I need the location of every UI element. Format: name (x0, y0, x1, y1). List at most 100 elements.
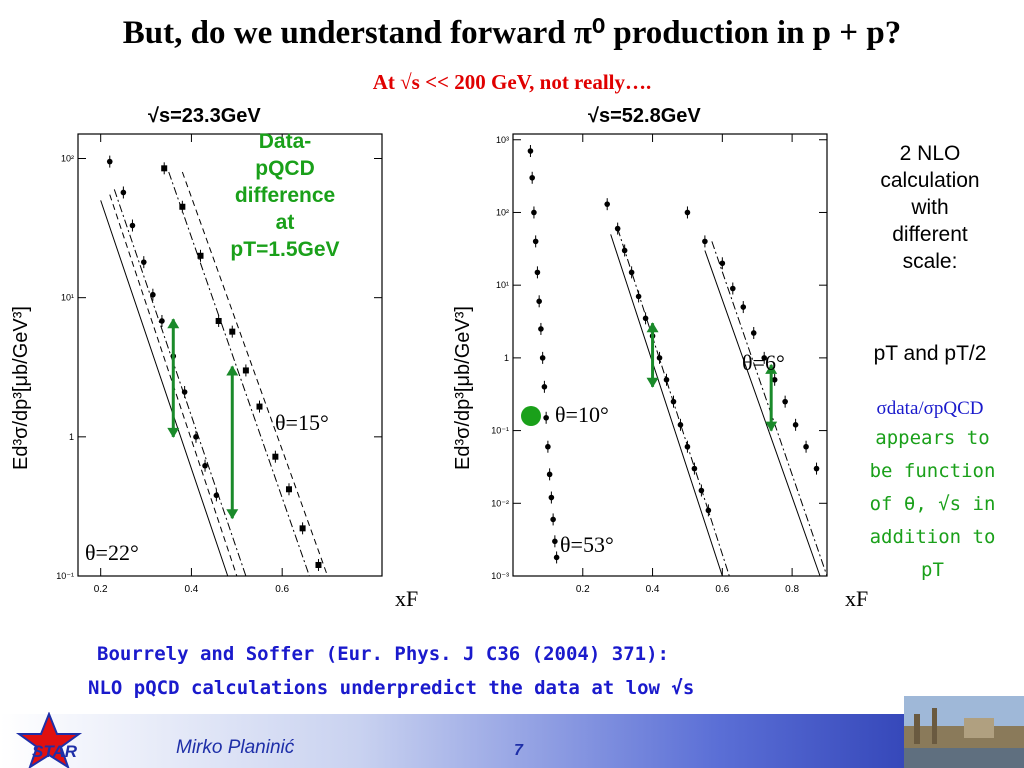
arrow-head (167, 427, 180, 438)
footer-bar (0, 714, 1024, 768)
data-point (129, 222, 136, 229)
arrow-head (646, 322, 659, 333)
theta-label: θ=10° (555, 402, 609, 427)
data-point (315, 561, 322, 568)
nlo-note-line: scale: (902, 250, 958, 273)
data-point (803, 443, 809, 450)
data-point (539, 355, 546, 361)
highlight-dot-icon (521, 406, 541, 426)
pqcd-curve (100, 200, 229, 577)
data-point (285, 486, 292, 493)
green-note-line: difference (234, 184, 336, 207)
y-tick-label: 1 (69, 432, 74, 442)
function-note-line: pT (921, 559, 944, 581)
data-point (181, 389, 188, 395)
x-tick-label: 0.8 (785, 584, 799, 595)
function-note-line: addition to (869, 526, 996, 548)
pqcd-curve (711, 241, 828, 577)
pqcd-curve (704, 250, 821, 577)
data-point (698, 487, 705, 494)
right-x-axis-label: xF (845, 586, 869, 611)
data-point (552, 538, 558, 545)
data-point (604, 201, 610, 207)
nlo-note-line: different (892, 223, 968, 246)
green-note-line: at (275, 211, 295, 234)
arrow-head (226, 365, 239, 376)
data-point (299, 525, 306, 532)
data-point (740, 304, 747, 310)
data-point (159, 318, 165, 324)
left-chart-title: √s=23.3GeV (148, 105, 261, 127)
theta-label: θ=53° (560, 532, 614, 557)
data-point (761, 355, 767, 361)
y-tick-label: 10⁻¹ (56, 571, 74, 581)
data-point (705, 507, 712, 514)
star-logo-icon (15, 712, 83, 768)
arrow-head (765, 363, 778, 374)
data-point (750, 330, 757, 336)
data-point (621, 247, 628, 254)
data-point (656, 355, 663, 361)
nlo-note-line: 2 NLO (899, 142, 961, 165)
data-point (730, 285, 736, 292)
y-tick-label: 10¹ (496, 280, 509, 290)
green-note-line: pT=1.5GeV (230, 238, 340, 261)
nlo-note-line: with (911, 196, 949, 219)
arrow-head (167, 318, 180, 329)
y-tick-label: 10⁻¹ (491, 426, 509, 436)
x-tick-label: 0.4 (646, 584, 660, 595)
x-tick-label: 0.2 (94, 584, 108, 595)
nlo-note-line: calculation (880, 169, 980, 192)
data-point (548, 494, 555, 501)
theta-label: θ=15° (275, 410, 329, 435)
page-title: But, do we understand forward π⁰ product… (122, 15, 902, 51)
data-point (106, 158, 113, 165)
data-point (538, 326, 544, 332)
data-point (213, 492, 220, 499)
pqcd-curve (113, 189, 247, 577)
pqcd-curve (181, 171, 329, 577)
data-point (677, 422, 684, 428)
right-chart-title: √s=52.8GeV (588, 105, 701, 127)
data-point (792, 422, 799, 428)
y-tick-label: 10⁻³ (491, 571, 509, 581)
arrow-head (226, 509, 239, 520)
data-point (771, 376, 778, 383)
data-point (628, 269, 635, 276)
right-y-axis-label: Ed³σ/dp³[μb/GeV³] (452, 306, 474, 470)
data-point (553, 554, 560, 561)
data-point (215, 317, 222, 324)
data-point (179, 203, 186, 210)
theta-label: θ=22° (85, 540, 139, 565)
left-chart: 0.2 0.4 0.6 10⁻¹ 1 10¹ 10² (40, 128, 390, 606)
green-note-line: Data- (258, 130, 312, 153)
data-point (527, 148, 534, 154)
page-subtitle: At √s << 200 GeV, not really…. (372, 70, 652, 94)
y-tick-label: 10² (61, 154, 74, 164)
data-point (691, 465, 698, 472)
green-note-line: pQCD (255, 157, 315, 180)
logo-text: STAR (32, 742, 78, 761)
function-note: appears to be function of θ, √s in addit… (850, 422, 1015, 587)
data-point (202, 462, 208, 469)
x-tick-label: 0.6 (275, 584, 289, 595)
function-note-line: be function (869, 460, 996, 482)
data-point (782, 398, 788, 405)
data-point (272, 453, 279, 460)
x-tick-label: 0.2 (576, 584, 590, 595)
left-x-axis-label: xF (395, 586, 419, 611)
data-point (534, 269, 541, 276)
data-point (546, 471, 553, 478)
footer-author: Mirko Planinić (176, 737, 295, 758)
x-tick-label: 0.6 (715, 584, 729, 595)
data-point (663, 376, 670, 383)
data-point (702, 238, 708, 245)
left-y-axis-label: Ed³σ/dp³[μb/GeV³] (10, 306, 32, 470)
data-point (550, 516, 556, 523)
function-note-line: appears to (875, 427, 990, 449)
data-point (813, 465, 820, 472)
data-point (529, 174, 535, 181)
data-point (719, 260, 726, 267)
page-number: 7 (514, 742, 523, 759)
data-point (536, 298, 542, 305)
